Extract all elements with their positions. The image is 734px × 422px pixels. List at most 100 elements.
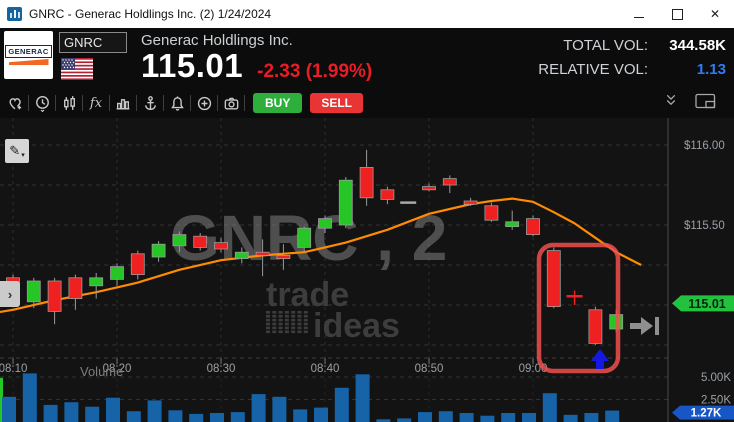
- expand-left-panel-button[interactable]: ›: [0, 281, 20, 307]
- candle-body: [234, 251, 249, 259]
- toolbar: fx: [0, 88, 734, 118]
- brand-dot-grid: [266, 326, 270, 330]
- candle-body: [172, 234, 187, 247]
- close-button[interactable]: ✕: [696, 0, 734, 28]
- brand-dot-grid: [272, 330, 277, 334]
- brand-dot-grid: [291, 311, 296, 314]
- time-axis-label: 08:30: [207, 363, 236, 375]
- relative-vol-value: 1.13: [696, 61, 726, 78]
- heart-plus-icon: [9, 97, 21, 109]
- chart-type-button[interactable]: [112, 93, 134, 113]
- current-volume-tag-value: 1.27K: [691, 408, 722, 420]
- candle-body: [193, 235, 208, 248]
- candle-body: [214, 242, 228, 250]
- brand-dot-grid: [272, 314, 277, 318]
- brand-watermark-trade: trade: [266, 276, 349, 314]
- toolbar-separator: [136, 95, 137, 111]
- flag-stripes: [61, 58, 93, 80]
- volume-bar: [501, 413, 516, 422]
- brand-dot-grid: [278, 322, 283, 326]
- price-change: -2.33 (1.99%): [257, 61, 373, 82]
- skip-to-latest-icon-bar[interactable]: [655, 317, 659, 335]
- brand-dot-grid: [291, 322, 296, 326]
- draw-tool-button[interactable]: ✎ ▾: [5, 139, 29, 163]
- brand-dot-grid: [303, 311, 308, 314]
- fx-icon: fx: [89, 95, 103, 111]
- candle-body: [47, 280, 62, 312]
- toolbar-separator: [244, 95, 245, 111]
- brand-dot-grid: [278, 314, 283, 318]
- up-arrow-annotation-stem[interactable]: [596, 361, 604, 369]
- brand-dot-grid: [272, 326, 277, 330]
- close-icon: ✕: [709, 7, 721, 21]
- toolbar-separator: [109, 95, 110, 111]
- volume-bar: [43, 404, 58, 422]
- app-icon: [7, 7, 22, 21]
- panel-layout-button[interactable]: [695, 93, 716, 114]
- brand-dot-grid: [297, 322, 302, 326]
- volume-bar: [355, 374, 370, 422]
- volume-bar: [334, 387, 349, 422]
- chart-area[interactable]: GNRC , 2 trade ideas 08:10 08:20 08:30 08:40 08…: [0, 118, 734, 422]
- brand-dot-grid: [278, 330, 283, 334]
- collapse-toolbar-button[interactable]: [663, 93, 679, 113]
- sell-button[interactable]: SELL: [310, 93, 364, 113]
- minimize-button[interactable]: [620, 0, 658, 28]
- toolbar-separator: [217, 95, 218, 111]
- up-arrow-annotation[interactable]: [591, 349, 609, 361]
- volume-bar: [542, 393, 557, 422]
- brand-dot-grid: [303, 330, 308, 334]
- brand-dot-grid: [303, 314, 308, 318]
- volume-axis-label: 5.00K: [701, 372, 731, 384]
- zoom-in-button[interactable]: [193, 93, 215, 113]
- brand-watermark-ideas: ideas: [313, 307, 400, 345]
- skip-to-latest-icon[interactable]: [630, 323, 641, 329]
- anchor-icon: [144, 95, 156, 110]
- brand-dot-grid: [303, 326, 308, 330]
- interval-clock-button[interactable]: [31, 93, 53, 113]
- indicators-fx-button[interactable]: fx: [85, 93, 107, 113]
- candle-body: [463, 200, 478, 205]
- toolbar-separator: [28, 95, 29, 111]
- candle-body: [338, 179, 353, 226]
- candle-body: [484, 205, 499, 221]
- volume-bar: [2, 396, 16, 422]
- volume-bar: [0, 377, 3, 422]
- brand-dot-grid: [284, 314, 289, 318]
- brand-dot-grid: [272, 322, 277, 326]
- toolbar-separator: [55, 95, 56, 111]
- brand-dot-grid: [303, 318, 308, 322]
- favorite-heart-plus-button[interactable]: [4, 93, 26, 113]
- brand-dot-grid: [284, 318, 289, 322]
- maximize-button[interactable]: [658, 0, 696, 28]
- candle-body: [380, 189, 395, 200]
- brand-dot-grid: [266, 314, 270, 318]
- volume-bar: [438, 411, 453, 422]
- volume-bar: [563, 414, 578, 422]
- snapshot-camera-button[interactable]: [220, 93, 242, 113]
- chevron-right-icon: ›: [7, 286, 13, 302]
- volume-bar: [22, 373, 37, 422]
- volume-bar: [376, 419, 391, 422]
- anchor-button[interactable]: [139, 93, 161, 113]
- last-price-tag-value: 115.01: [688, 297, 726, 311]
- company-name: Generac Holdlings Inc.: [141, 32, 293, 49]
- volume-bar: [210, 413, 224, 422]
- ticker-input[interactable]: [59, 32, 127, 53]
- brand-dot-grid: [297, 330, 302, 334]
- highlight-box-annotation[interactable]: [536, 242, 621, 374]
- volume-bar: [168, 410, 183, 422]
- relative-vol-label: RELATIVE VOL:: [538, 61, 648, 78]
- brand-dot-grid: [272, 318, 277, 322]
- volume-bar: [64, 402, 79, 422]
- candlestick-style-button[interactable]: [58, 93, 80, 113]
- candle-body: [151, 243, 166, 258]
- plus-circle-icon: [197, 96, 211, 110]
- toolbar-separator: [190, 95, 191, 111]
- brand-dot-grid: [303, 322, 308, 326]
- candle-body: [505, 221, 520, 228]
- skip-to-latest-icon-head[interactable]: [641, 317, 653, 335]
- buy-button[interactable]: BUY: [253, 93, 303, 113]
- alerts-bell-button[interactable]: [166, 93, 188, 113]
